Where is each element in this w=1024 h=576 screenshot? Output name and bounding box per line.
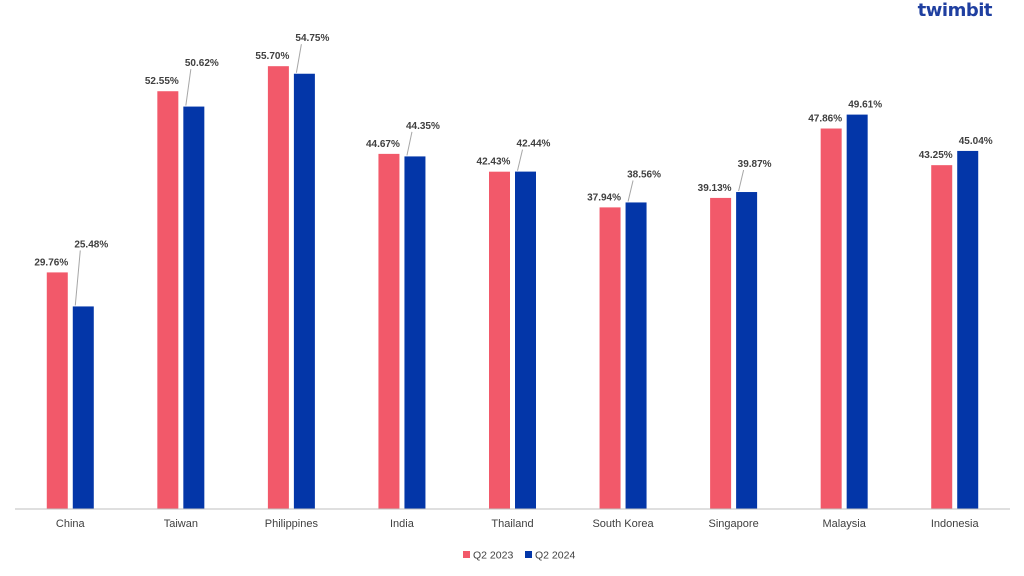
x-tick-labels: China Taiwan Philippines India Thailand South… bbox=[56, 518, 980, 530]
bar-thailand-q2-2023 bbox=[489, 171, 510, 509]
leader-line bbox=[738, 169, 745, 192]
data-label: 42.43% bbox=[477, 157, 511, 168]
leader-line bbox=[517, 149, 523, 171]
bar-malaysia-q2-2023 bbox=[820, 128, 842, 509]
leader-line bbox=[295, 44, 302, 73]
bar-south-korea-q2-2024 bbox=[625, 202, 647, 509]
leader-line bbox=[627, 180, 634, 202]
legend-label: Q2 2024 bbox=[535, 550, 575, 562]
legend-swatch bbox=[525, 551, 532, 558]
data-label: 39.13% bbox=[698, 183, 732, 194]
data-label: 37.94% bbox=[587, 192, 621, 203]
legend: Q2 2023 Q2 2024 bbox=[463, 550, 575, 562]
data-label: 44.35% bbox=[406, 121, 440, 132]
data-label: 54.75% bbox=[295, 33, 329, 44]
bar-singapore-q2-2024 bbox=[736, 192, 758, 509]
bars-layer bbox=[46, 66, 979, 510]
bar-indonesia-q2-2024 bbox=[957, 150, 979, 509]
data-label: 39.87% bbox=[738, 159, 772, 170]
data-label: 47.86% bbox=[808, 114, 842, 125]
x-tick-label: South Korea bbox=[592, 518, 654, 530]
bar-south-korea-q2-2023 bbox=[599, 207, 621, 509]
x-tick-label: Philippines bbox=[265, 518, 319, 530]
bar-indonesia-q2-2023 bbox=[931, 165, 953, 509]
x-tick-label: India bbox=[390, 518, 415, 530]
x-tick-label: Taiwan bbox=[164, 518, 198, 530]
bar-thailand-q2-2024 bbox=[515, 171, 536, 510]
data-label: 42.44% bbox=[517, 139, 551, 150]
x-tick-label: Singapore bbox=[709, 518, 759, 530]
x-tick-label: China bbox=[56, 518, 86, 530]
legend-swatch bbox=[463, 551, 470, 558]
data-label: 45.04% bbox=[959, 136, 993, 147]
data-labels-layer: 29.76% 25.48% 52.55% 50.62% 55.70% 54.75% 44.6… bbox=[34, 33, 993, 306]
data-label: 38.56% bbox=[627, 169, 661, 180]
bar-philippines-q2-2023 bbox=[267, 66, 289, 509]
data-label: 52.55% bbox=[145, 76, 179, 87]
data-label: 25.48% bbox=[74, 239, 108, 250]
leader-line bbox=[185, 69, 192, 106]
bar-taiwan-q2-2023 bbox=[157, 91, 179, 509]
bar-taiwan-q2-2024 bbox=[183, 106, 205, 510]
data-label: 29.76% bbox=[34, 257, 68, 268]
bar-china-q2-2023 bbox=[46, 272, 68, 509]
leader-line bbox=[406, 131, 413, 156]
bar-philippines-q2-2024 bbox=[293, 73, 315, 510]
legend-label: Q2 2023 bbox=[473, 550, 513, 562]
x-tick-label: Malaysia bbox=[822, 518, 866, 530]
bar-india-q2-2024 bbox=[404, 156, 426, 510]
data-label: 49.61% bbox=[848, 100, 882, 111]
data-label: 50.62% bbox=[185, 58, 219, 69]
x-tick-label: Indonesia bbox=[931, 518, 980, 530]
data-label: 43.25% bbox=[919, 150, 953, 161]
bar-malaysia-q2-2024 bbox=[846, 114, 868, 510]
leader-line bbox=[74, 250, 81, 306]
data-label: 55.70% bbox=[255, 51, 289, 62]
bar-india-q2-2023 bbox=[378, 153, 400, 509]
bar-singapore-q2-2023 bbox=[710, 197, 732, 509]
bar-china-q2-2024 bbox=[72, 306, 94, 509]
twimbit-logo: twimbit bbox=[917, 0, 993, 21]
data-label: 44.67% bbox=[366, 139, 400, 150]
x-tick-label: Thailand bbox=[491, 518, 533, 530]
